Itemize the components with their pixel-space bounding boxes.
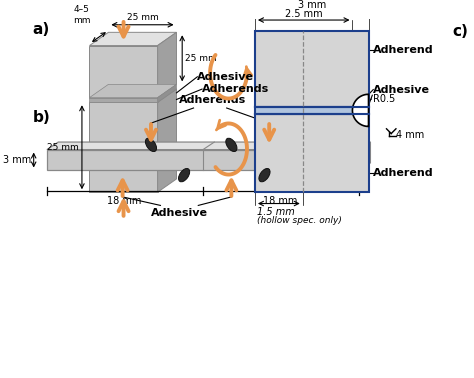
Bar — [255, 107, 368, 114]
Ellipse shape — [146, 138, 156, 152]
Text: 1.5 mm: 1.5 mm — [257, 207, 295, 217]
Text: 25 mm: 25 mm — [185, 54, 217, 63]
Bar — [255, 114, 368, 192]
Text: Adhesive: Adhesive — [151, 208, 208, 218]
Text: 25 mm: 25 mm — [47, 143, 79, 152]
Text: Adherend: Adherend — [373, 168, 434, 178]
Polygon shape — [90, 33, 176, 46]
Text: Adhesive: Adhesive — [373, 85, 430, 94]
Text: 18 mm: 18 mm — [107, 196, 142, 206]
Polygon shape — [157, 33, 176, 98]
Text: Adherend: Adherend — [373, 45, 434, 55]
Text: 3 mm: 3 mm — [3, 155, 31, 165]
Text: Adhesive: Adhesive — [197, 72, 255, 82]
Text: (hollow spec. only): (hollow spec. only) — [257, 216, 342, 225]
Ellipse shape — [259, 169, 270, 182]
Text: 25 mm: 25 mm — [127, 13, 158, 22]
Bar — [255, 31, 368, 107]
Ellipse shape — [179, 169, 190, 182]
Polygon shape — [90, 98, 157, 102]
Polygon shape — [353, 94, 368, 126]
Text: c): c) — [452, 24, 468, 39]
Polygon shape — [90, 46, 157, 98]
Text: 2.5 mm: 2.5 mm — [285, 9, 322, 19]
Text: a): a) — [33, 22, 50, 37]
Ellipse shape — [226, 138, 237, 152]
Text: R0.5: R0.5 — [373, 94, 395, 104]
Text: 4 mm: 4 mm — [396, 130, 424, 140]
Polygon shape — [90, 84, 176, 98]
Polygon shape — [90, 102, 157, 192]
Polygon shape — [157, 89, 176, 192]
Text: 3 mm: 3 mm — [298, 0, 326, 9]
Text: 4–5
mm: 4–5 mm — [73, 5, 91, 25]
Text: Adherends: Adherends — [202, 84, 269, 94]
Text: Adherends: Adherends — [179, 95, 246, 105]
Text: 18 mm: 18 mm — [264, 196, 298, 206]
Text: b): b) — [33, 110, 51, 125]
Bar — [47, 150, 359, 170]
Polygon shape — [47, 142, 370, 150]
Polygon shape — [157, 84, 176, 102]
Polygon shape — [359, 142, 370, 170]
Polygon shape — [90, 89, 176, 102]
